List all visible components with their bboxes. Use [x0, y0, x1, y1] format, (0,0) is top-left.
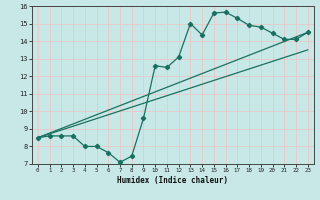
- X-axis label: Humidex (Indice chaleur): Humidex (Indice chaleur): [117, 176, 228, 185]
